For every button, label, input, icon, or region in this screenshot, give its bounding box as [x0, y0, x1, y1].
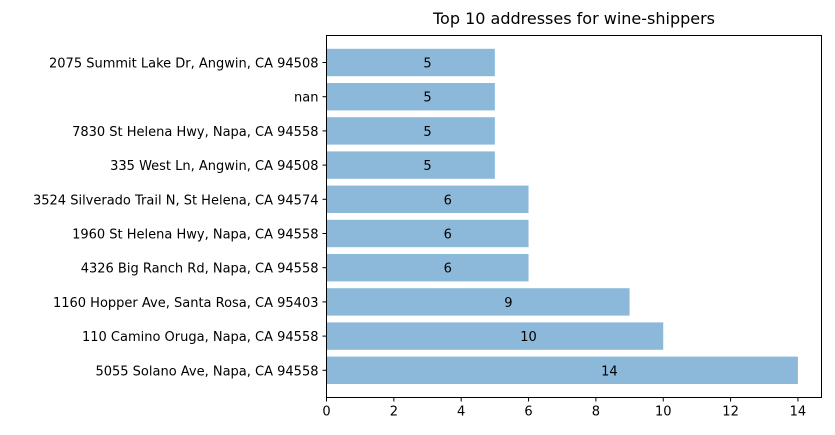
y-tick-label: 2075 Summit Lake Dr, Angwin, CA 94508: [49, 57, 319, 72]
bars-group: 5 5 5 5 6 6 6 9 10 14: [326, 48, 798, 384]
bar-value-label: 6: [444, 262, 452, 277]
bar-value-label: 5: [423, 91, 431, 106]
bar-value-label: 9: [504, 296, 512, 311]
x-tick-label: 10: [655, 405, 672, 420]
bar: [326, 356, 798, 384]
y-tick-label: 1960 St Helena Hwy, Napa, CA 94558: [72, 228, 318, 243]
bar: [326, 151, 495, 179]
y-tick-label: nan: [294, 91, 318, 106]
y-tick-label: 5055 Solano Ave, Napa, CA 94558: [95, 364, 318, 379]
chart-title: Top 10 addresses for wine-shippers: [432, 9, 715, 28]
bar-value-label: 5: [423, 159, 431, 174]
y-tick-label: 335 West Ln, Angwin, CA 94508: [110, 159, 318, 174]
x-tick-label: 14: [790, 405, 807, 420]
bar-value-label: 14: [601, 364, 618, 379]
y-tick-label: 7830 St Helena Hwy, Napa, CA 94558: [72, 125, 318, 140]
y-tick-label: 4326 Big Ranch Rd, Napa, CA 94558: [81, 262, 319, 277]
x-axis-ticks: 0 2 4 6 8 10 12 14: [322, 397, 807, 420]
bar: [326, 219, 529, 248]
bar: [326, 254, 529, 282]
x-tick-label: 0: [322, 405, 330, 420]
bar-value-label: 5: [423, 57, 431, 72]
y-axis-ticks: 2075 Summit Lake Dr, Angwin, CA 94508 nan…: [33, 57, 327, 379]
bar-value-label: 5: [423, 125, 431, 140]
bar: [326, 288, 630, 316]
bar: [326, 322, 664, 350]
y-tick-label: 110 Camino Oruga, Napa, CA 94558: [82, 330, 319, 345]
bar-value-label: 10: [520, 330, 537, 345]
bar: [326, 117, 495, 145]
x-tick-label: 8: [592, 405, 600, 420]
x-tick-label: 4: [457, 405, 465, 420]
plot-frame: [326, 35, 822, 398]
y-tick-label: 1160 Hopper Ave, Santa Rosa, CA 95403: [53, 296, 319, 311]
y-tick-label: 3524 Silverado Trail N, St Helena, CA 94…: [33, 193, 319, 208]
x-tick-label: 12: [722, 405, 739, 420]
bar: [326, 48, 495, 77]
bar: [326, 185, 529, 213]
bar-value-label: 6: [444, 228, 452, 243]
x-tick-label: 6: [524, 405, 532, 420]
x-tick-label: 2: [390, 405, 398, 420]
bar: [326, 83, 495, 111]
bar-value-label: 6: [444, 193, 452, 208]
